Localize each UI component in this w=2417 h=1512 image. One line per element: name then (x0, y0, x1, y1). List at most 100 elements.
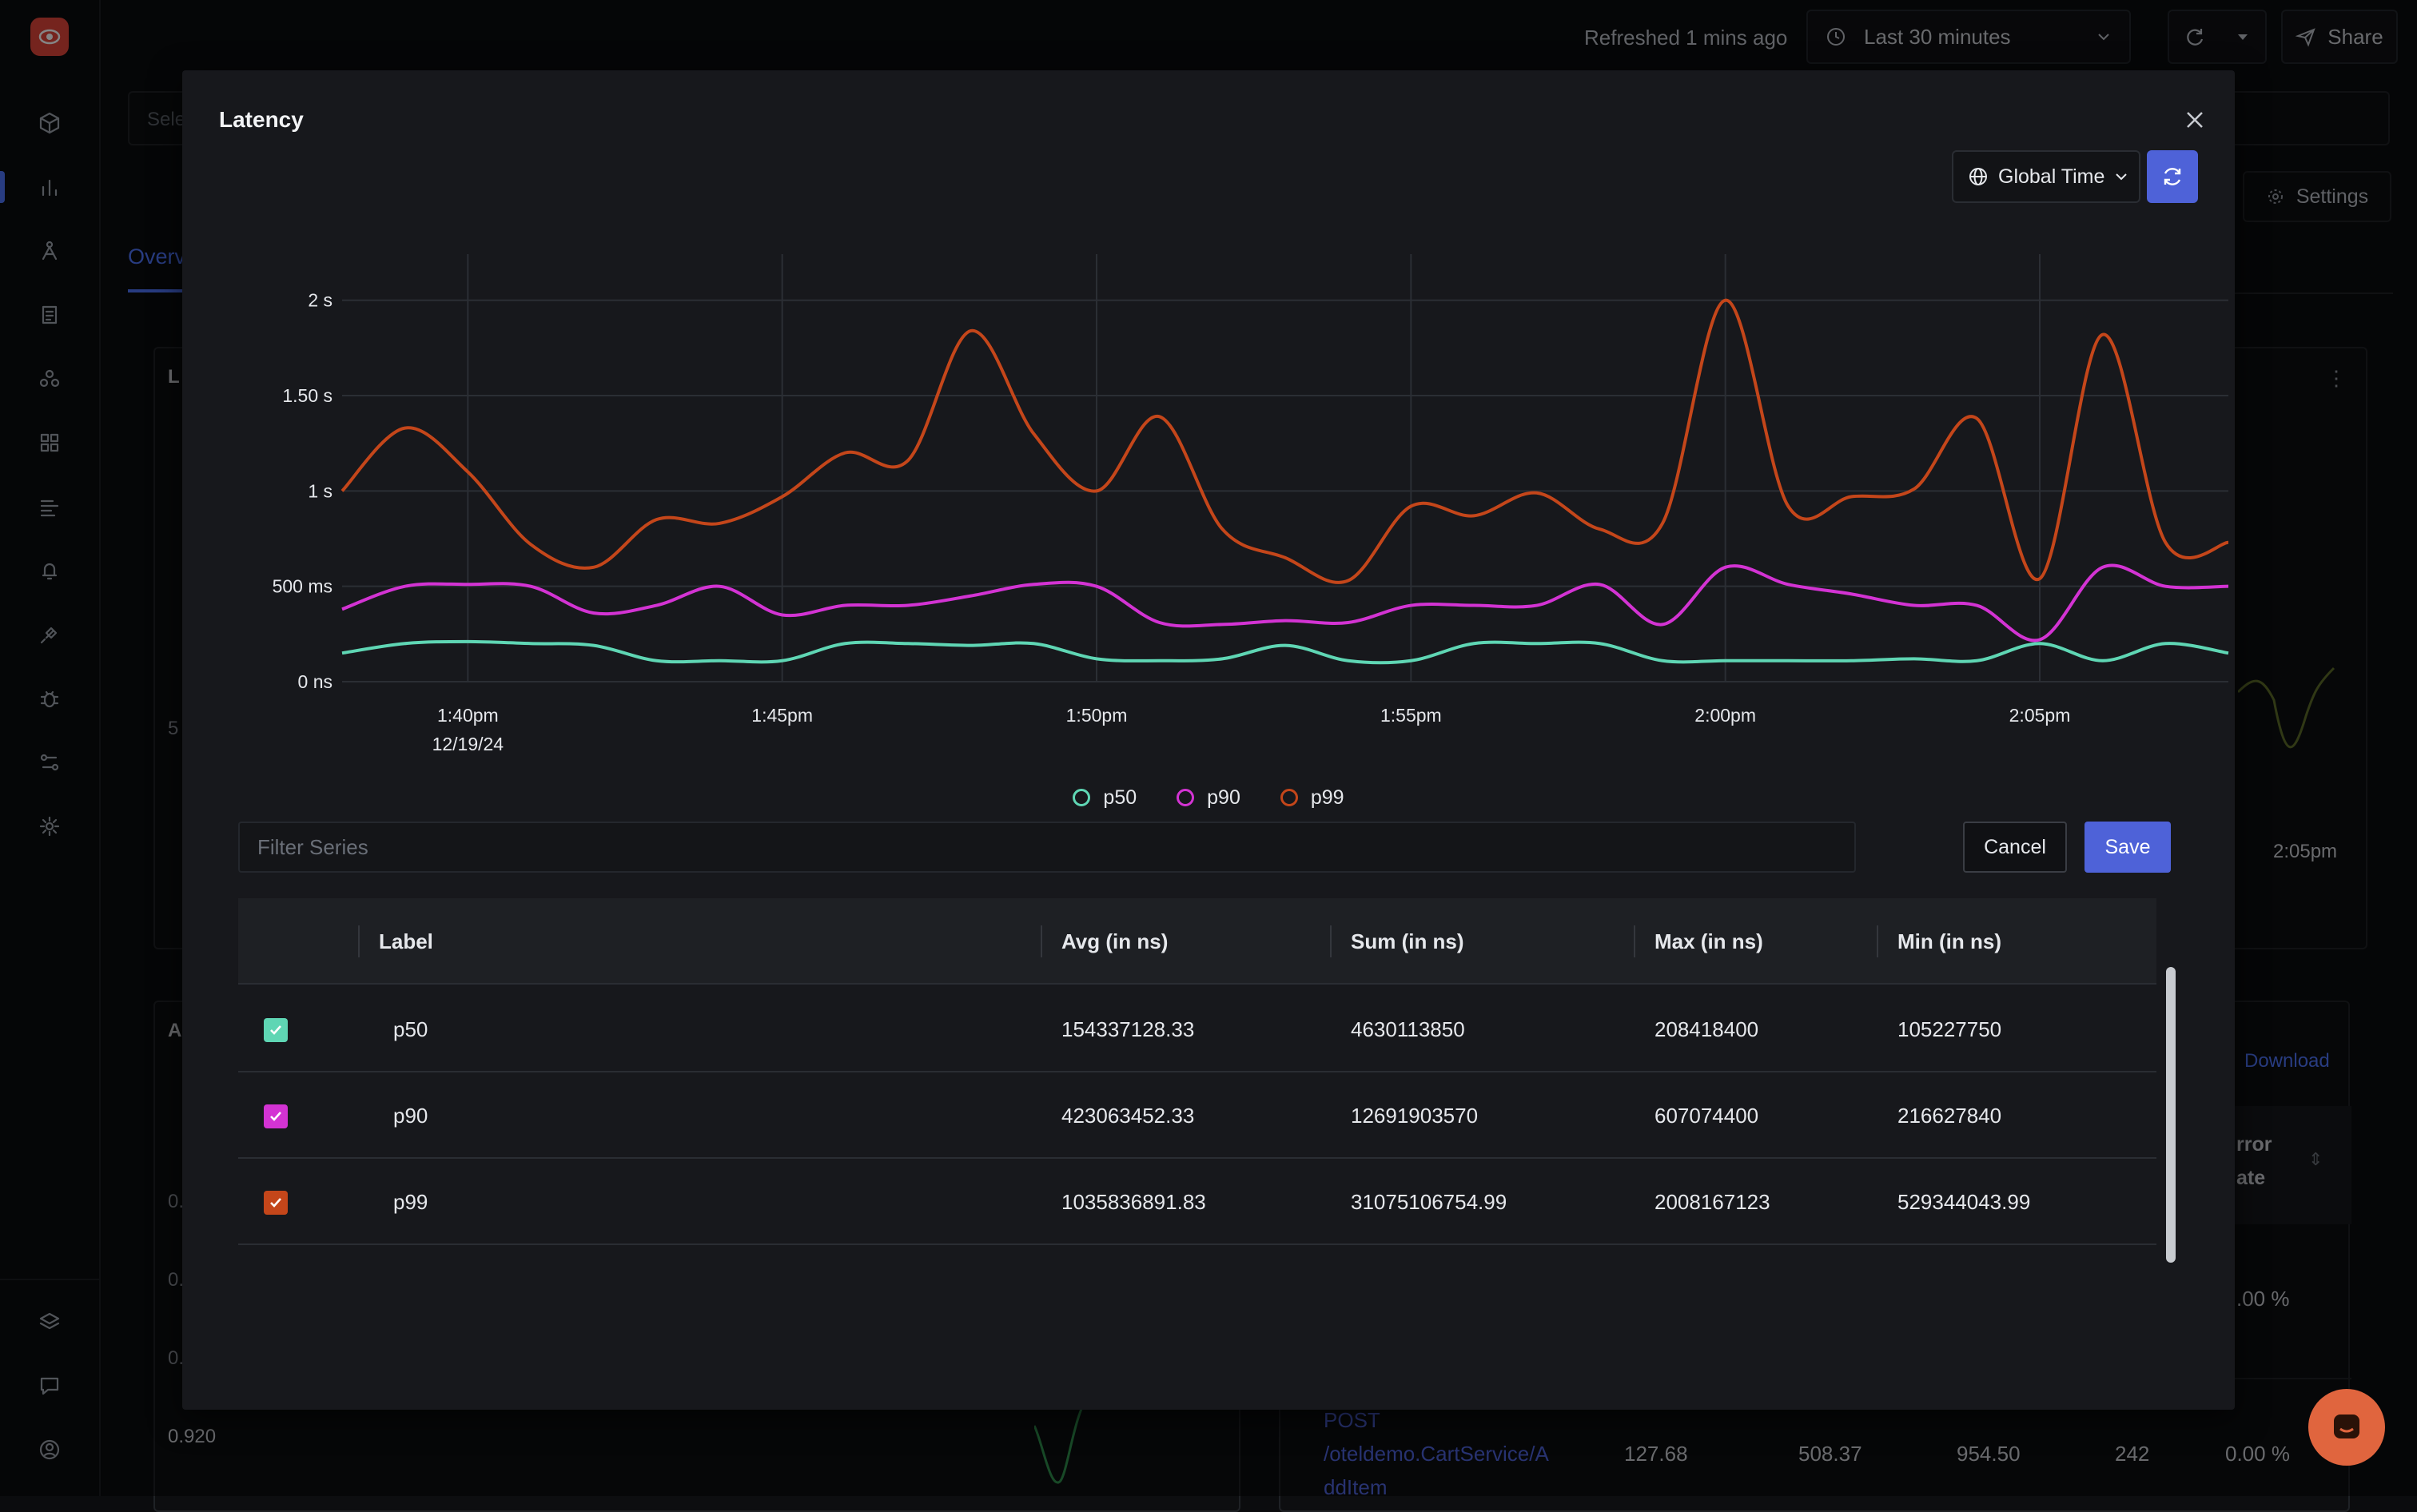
sort-icon[interactable]: ⇕ (2308, 1149, 2323, 1169)
nav-settings-gear-icon[interactable] (34, 810, 66, 842)
filter-series-input[interactable] (238, 822, 1856, 873)
close-button[interactable] (2176, 101, 2214, 139)
x-tick-label: 1:55pm (1380, 705, 1442, 726)
series-line-p50 (341, 639, 2229, 665)
column-separator (358, 925, 360, 957)
refresh-icon (2187, 29, 2204, 46)
chevron-down-icon (2116, 173, 2128, 181)
series-checkbox-p99[interactable] (264, 1191, 288, 1215)
global-time-select[interactable]: Global Time (1952, 150, 2140, 203)
header-avg[interactable]: Avg (in ns) (1061, 929, 1169, 953)
series-checkbox-p90[interactable] (264, 1104, 288, 1128)
eye-logo-icon (38, 29, 61, 45)
bg-search-placeholder: Sele (147, 109, 186, 130)
bg-download-link[interactable]: Download (2244, 1050, 2330, 1072)
legend-item-p50[interactable]: p50 (1073, 782, 1137, 814)
cell-sum: 4630113850 (1351, 1017, 1465, 1041)
legend-label: p99 (1310, 786, 1344, 809)
sidebar-divider (0, 1279, 101, 1280)
header-label[interactable]: Label (379, 929, 433, 953)
sidebar (0, 0, 101, 1496)
nav-traces-icon[interactable] (34, 235, 66, 267)
nav-service-map-icon[interactable] (34, 363, 66, 395)
bg-cell: 0.00 % (2225, 1442, 2290, 1466)
legend-item-p90[interactable]: p90 (1177, 782, 1240, 814)
bg-settings-button[interactable]: Settings (2243, 171, 2391, 222)
header-max[interactable]: Max (in ns) (1654, 929, 1763, 953)
x-date-label: 12/19/24 (432, 734, 504, 754)
cell-sum: 31075106754.99 (1351, 1189, 1507, 1214)
header-min[interactable]: Min (in ns) (1897, 929, 2001, 953)
table-row: p90 423063452.33 12691903570 607074400 21662… (238, 1072, 2156, 1159)
column-separator (1330, 925, 1332, 957)
bg-endpoint-link[interactable]: POST (1324, 1408, 1380, 1432)
chat-launcher-button[interactable] (2308, 1389, 2385, 1466)
bg-card2-title: A (168, 1020, 182, 1041)
bg-axis-tick: 0. (168, 1191, 185, 1212)
refreshed-status: Refreshed 1 mins ago (1584, 26, 1788, 50)
cell-max: 208418400 (1654, 1017, 1759, 1041)
nav-apps-grid-icon[interactable] (34, 427, 66, 459)
legend-swatch (1280, 789, 1298, 806)
legend-label: p50 (1103, 786, 1137, 809)
nav-exceptions-bug-icon[interactable] (34, 682, 66, 714)
cell-min: 105227750 (1897, 1017, 2002, 1041)
bg-cell: 508.37 (1798, 1442, 1862, 1466)
y-tick-label: 1 s (308, 480, 332, 501)
chart-legend: p50 p90 p99 (182, 782, 2235, 814)
bg-mini-chart (2238, 666, 2335, 749)
table-row: p99 1035836891.83 31075106754.99 2008167123… (238, 1159, 2156, 1245)
bg-tab-overview[interactable]: Overv (128, 245, 186, 269)
time-range-select[interactable]: Last 30 minutes (1806, 10, 2131, 64)
clock-icon (1827, 28, 1845, 46)
bg-header-error-rate: rror (2236, 1133, 2272, 1156)
nav-alerts-bell-icon[interactable] (34, 555, 66, 587)
refresh-interval-control[interactable] (2168, 10, 2267, 64)
nav-pipelines-icon[interactable] (34, 746, 66, 778)
nav-list-icon[interactable] (34, 491, 66, 523)
bg-cell: 954.50 (1957, 1442, 2021, 1466)
table-row: p50 154337128.33 4630113850 208418400 105227… (238, 986, 2156, 1072)
chevron-down-icon (2098, 34, 2109, 41)
checkmark-icon (270, 1112, 281, 1121)
nav-services-icon[interactable] (34, 107, 66, 139)
bg-error-rate-value: .00 % (2236, 1287, 2290, 1311)
nav-user-profile-icon[interactable] (34, 1434, 66, 1466)
legend-label: p90 (1207, 786, 1240, 809)
share-button[interactable]: Share (2281, 10, 2398, 64)
cell-min: 216627840 (1897, 1103, 2002, 1128)
modal-title: Latency (219, 107, 304, 132)
x-tick-label: 1:40pm (437, 705, 499, 726)
x-tick-label: 2:00pm (1694, 705, 1756, 726)
caret-down-icon (2238, 34, 2248, 40)
active-nav-indicator (0, 171, 5, 203)
nav-logs-icon[interactable] (34, 299, 66, 331)
bg-card-menu-icon[interactable]: ⋮ (2326, 366, 2347, 390)
nav-dashboards-icon[interactable] (34, 171, 66, 203)
series-checkbox-p50[interactable] (264, 1018, 288, 1042)
bg-axis-tick: 0.920 (168, 1426, 217, 1447)
legend-swatch (1177, 789, 1195, 806)
cell-max: 2008167123 (1654, 1189, 1770, 1214)
app-logo[interactable] (30, 18, 69, 56)
header-sum[interactable]: Sum (in ns) (1351, 929, 1464, 953)
cancel-button[interactable]: Cancel (1963, 822, 2067, 873)
cell-label: p50 (393, 1017, 428, 1041)
refresh-button[interactable] (2147, 150, 2198, 203)
nav-integrations-plug-icon[interactable] (34, 619, 66, 651)
nav-layers-icon[interactable] (34, 1306, 66, 1338)
table-scrollbar[interactable] (2166, 967, 2176, 1263)
x-tick-label: 1:50pm (1066, 705, 1128, 726)
series-line-p99 (340, 298, 2229, 584)
gear-icon (2268, 189, 2283, 204)
x-tick-label: 2:05pm (2009, 705, 2071, 726)
bg-mini-chart-2 (1034, 1392, 1092, 1484)
checkmark-icon (270, 1025, 281, 1035)
send-icon (2296, 28, 2316, 47)
nav-chat-icon[interactable] (34, 1370, 66, 1402)
save-button[interactable]: Save (2085, 822, 2171, 873)
y-tick-label: 1.50 s (282, 385, 332, 406)
bg-endpoint-link[interactable]: ddItem (1324, 1475, 1388, 1499)
bg-endpoint-link[interactable]: /oteldemo.CartService/A (1324, 1442, 1549, 1466)
legend-item-p99[interactable]: p99 (1280, 782, 1344, 814)
